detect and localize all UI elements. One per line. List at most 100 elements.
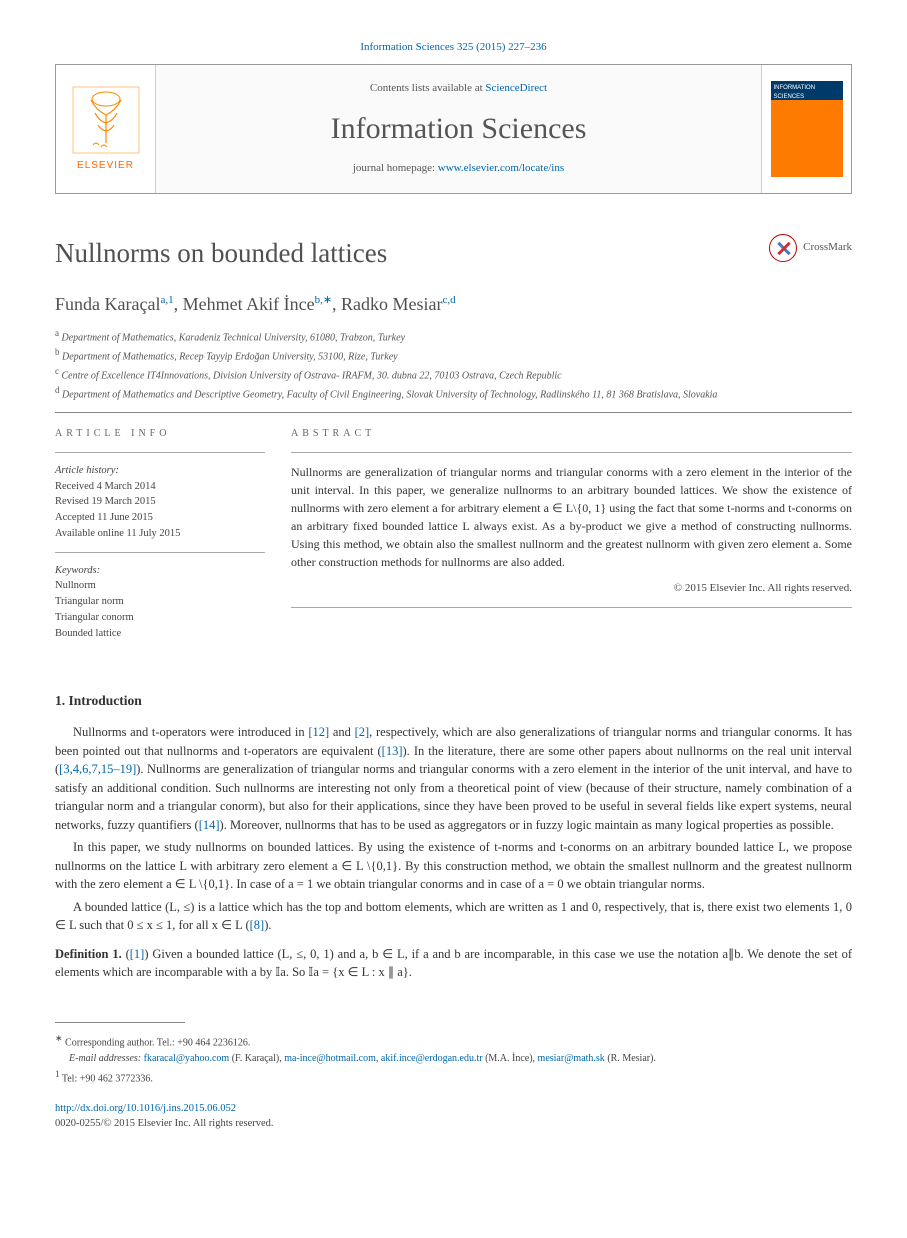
cover-thumb-cell: INFORMATION SCIENCES (761, 65, 851, 193)
journal-cover-icon: INFORMATION SCIENCES (771, 81, 843, 177)
ref-13-link[interactable]: [13] (382, 744, 403, 758)
affil-c-text: Centre of Excellence IT4Innovations, Div… (62, 370, 562, 381)
p1-frag-a: Nullnorms and t-operators were introduce… (73, 725, 308, 739)
author-2-name: Mehmet Akif İnce (183, 294, 315, 314)
article-info-head: ARTICLE INFO (55, 427, 265, 442)
page-container: Information Sciences 325 (2015) 227–236 … (0, 0, 907, 1162)
author-2: Mehmet Akif İnceb,∗ (183, 294, 332, 314)
ref-2-link[interactable]: [2] (355, 725, 370, 739)
email-1-link[interactable]: fkaracal@yahoo.com (144, 1053, 230, 1064)
author-2-affil-link[interactable]: b,∗ (315, 294, 332, 306)
ref-14-link[interactable]: [14] (199, 818, 220, 832)
header-center: Contents lists available at ScienceDirec… (156, 65, 761, 193)
author-list: Funda Karaçala,1, Mehmet Akif İnceb,∗, R… (55, 291, 852, 317)
author-1-affil-link[interactable]: a,1 (160, 294, 173, 306)
abstract-head: ABSTRACT (291, 427, 852, 442)
doi-block: http://dx.doi.org/10.1016/j.ins.2015.06.… (55, 1101, 852, 1131)
p3-frag-b: ). (264, 918, 271, 932)
p1-frag-f: ). Moreover, nullnorms that has to be us… (220, 818, 834, 832)
keyword-2: Triangular norm (55, 594, 265, 610)
email-3-link[interactable]: akif.ince@erdogan.edu.tr (381, 1053, 483, 1064)
elsevier-wordmark: ELSEVIER (77, 159, 134, 174)
elsevier-tree-icon (71, 85, 141, 155)
definition-1-label: Definition 1. (55, 947, 122, 961)
def1-frag-a: ( (122, 947, 130, 961)
abstract-column: ABSTRACT Nullnorms are generalization of… (291, 427, 852, 641)
info-rule-2 (55, 552, 265, 553)
footnotes: ∗ Corresponding author. Tel.: +90 464 22… (55, 1031, 852, 1088)
history-revised: Revised 19 March 2015 (55, 494, 265, 510)
author-1: Funda Karaçala,1 (55, 294, 174, 314)
email-line: E-mail addresses: fkaracal@yahoo.com (F.… (55, 1051, 852, 1067)
affil-c: c Centre of Excellence IT4Innovations, D… (55, 365, 852, 384)
def1-frag-b: ) Given a bounded lattice (L, ≤, 0, 1) a… (55, 947, 852, 980)
ref-multi-link[interactable]: [3,4,6,7,15–19] (59, 762, 136, 776)
email-3-who: (M.A. İnce), (483, 1053, 538, 1064)
p3-frag-a: A bounded lattice (L, ≤) is a lattice wh… (55, 900, 852, 933)
ref-8-link[interactable]: [8] (250, 918, 265, 932)
paragraph-2: In this paper, we study nullnorms on bou… (55, 838, 852, 894)
corr-author-text: Corresponding author. Tel.: +90 464 2236… (65, 1037, 250, 1048)
history-accepted: Accepted 11 June 2015 (55, 510, 265, 526)
affil-a-text: Department of Mathematics, Karadeniz Tec… (62, 333, 406, 344)
affil-d-text: Department of Mathematics and Descriptiv… (62, 389, 717, 400)
title-row: Nullnorms on bounded lattices CrossMark (55, 234, 852, 273)
crossmark-icon (769, 234, 797, 262)
section-1-title: 1. Introduction (55, 691, 852, 711)
history-block: Article history: Received 4 March 2014 R… (55, 463, 265, 542)
homepage-link[interactable]: www.elsevier.com/locate/ins (438, 162, 564, 174)
tel-note: 1 Tel: +90 462 3772336. (55, 1067, 852, 1087)
citation-link[interactable]: Information Sciences 325 (2015) 227–236 (360, 41, 546, 53)
history-received: Received 4 March 2014 (55, 479, 265, 495)
doi-link[interactable]: http://dx.doi.org/10.1016/j.ins.2015.06.… (55, 1103, 236, 1114)
history-online: Available online 11 July 2015 (55, 526, 265, 542)
keyword-3: Triangular conorm (55, 610, 265, 626)
affiliations: a Department of Mathematics, Karadeniz T… (55, 327, 852, 402)
tel-note-text: Tel: +90 462 3772336. (62, 1073, 153, 1084)
keywords-label: Keywords: (55, 563, 265, 579)
article-title: Nullnorms on bounded lattices (55, 234, 387, 273)
crossmark-label: CrossMark (803, 240, 852, 256)
crossmark-widget[interactable]: CrossMark (769, 234, 852, 262)
abstract-copyright: © 2015 Elsevier Inc. All rights reserved… (291, 581, 852, 597)
contents-prefix: Contents lists available at (370, 82, 485, 94)
cover-label: INFORMATION SCIENCES (774, 84, 840, 101)
corr-author-note: ∗ Corresponding author. Tel.: +90 464 22… (55, 1031, 852, 1051)
affil-b-text: Department of Mathematics, Recep Tayyip … (62, 351, 398, 362)
journal-name: Information Sciences (331, 107, 587, 151)
paragraph-1: Nullnorms and t-operators were introduce… (55, 723, 852, 834)
homepage-prefix: journal homepage: (353, 162, 438, 174)
email-4-link[interactable]: mesiar@math.sk (538, 1053, 605, 1064)
email-label: E-mail addresses: (69, 1053, 144, 1064)
article-info-column: ARTICLE INFO Article history: Received 4… (55, 427, 265, 641)
keyword-4: Bounded lattice (55, 626, 265, 642)
definition-1: Definition 1. ([1]) Given a bounded latt… (55, 945, 852, 982)
author-3-affil-link[interactable]: c,d (443, 294, 456, 306)
paragraph-3: A bounded lattice (L, ≤) is a lattice wh… (55, 898, 852, 935)
affil-d: d Department of Mathematics and Descript… (55, 384, 852, 403)
journal-header: ELSEVIER Contents lists available at Sci… (55, 64, 852, 194)
abs-rule-2 (291, 607, 852, 608)
author-1-name: Funda Karaçal (55, 294, 160, 314)
keywords-block: Keywords: Nullnorm Triangular norm Trian… (55, 563, 265, 642)
info-abstract-row: ARTICLE INFO Article history: Received 4… (55, 427, 852, 641)
email-1-who: (F. Karaçal), (229, 1053, 284, 1064)
rule-1 (55, 412, 852, 413)
history-label: Article history: (55, 463, 265, 479)
info-rule-1 (55, 452, 265, 453)
abstract-text: Nullnorms are generalization of triangul… (291, 463, 852, 571)
email-2-link[interactable]: ma-ince@hotmail.com (284, 1053, 376, 1064)
p1-frag-b: and (329, 725, 354, 739)
ref-12-link[interactable]: [12] (308, 725, 329, 739)
issn-line: 0020-0255/© 2015 Elsevier Inc. All right… (55, 1116, 852, 1131)
publisher-logo-cell: ELSEVIER (56, 65, 156, 193)
keyword-1: Nullnorm (55, 578, 265, 594)
contents-line: Contents lists available at ScienceDirec… (370, 81, 547, 97)
abs-rule-1 (291, 452, 852, 453)
citation-line: Information Sciences 325 (2015) 227–236 (55, 40, 852, 56)
email-4-who: (R. Mesiar). (605, 1053, 656, 1064)
author-3: Radko Mesiarc,d (341, 294, 456, 314)
ref-1-link[interactable]: [1] (130, 947, 145, 961)
sciencedirect-link[interactable]: ScienceDirect (485, 82, 547, 94)
footnote-rule (55, 1022, 185, 1023)
